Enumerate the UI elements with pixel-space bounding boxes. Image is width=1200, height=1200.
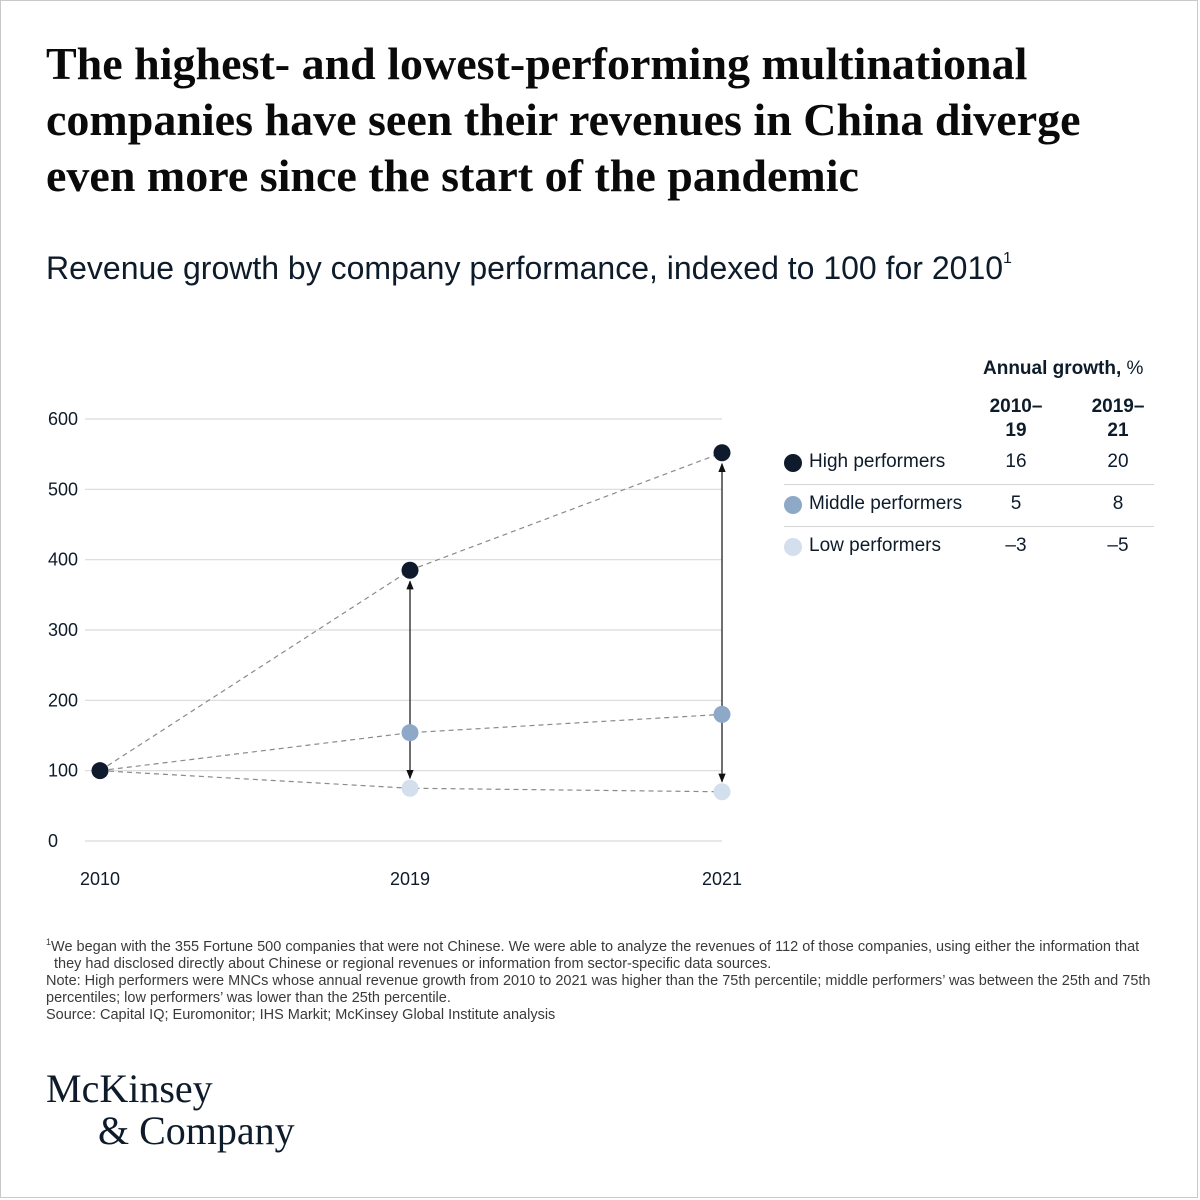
y-tick-label-100: 100	[48, 761, 78, 781]
legend-dot-high	[784, 454, 802, 472]
footnote-1-text: We began with the 355 Fortune 500 compan…	[51, 938, 1140, 972]
footnote-1-marker: 1	[46, 937, 52, 947]
legend-column-head-2-line1: 2019–	[1091, 396, 1145, 417]
chart-title: The highest- and lowest-performing multi…	[46, 38, 1081, 201]
y-tick-label-0: 0	[48, 831, 58, 851]
x-tick-label-2021: 2021	[702, 869, 742, 889]
legend-column-head-1-line1: 2010–	[989, 396, 1043, 417]
legend-header-label: Annual growth,	[983, 358, 1122, 379]
legend-dot-low	[784, 538, 802, 556]
y-tick-label-300: 300	[48, 620, 78, 640]
point-high-2019	[401, 561, 419, 579]
legend-label-low: Low performers	[809, 535, 941, 556]
subtitle-rest: indexed to 100 for 2010	[657, 250, 1004, 286]
footnote-note: Note: High performers were MNCs whose an…	[46, 972, 1151, 1006]
footnotes: 1We began with the 355 Fortune 500 compa…	[46, 934, 1166, 1024]
y-tick-label-600: 600	[48, 409, 78, 429]
legend-header: Annual growth, %	[983, 358, 1143, 380]
footnote-1: 1We began with the 355 Fortune 500 compa…	[46, 934, 1166, 973]
legend-column-head-1: 2010– 19	[971, 395, 1061, 443]
series-line-0	[99, 452, 723, 772]
legend-column-head-2: 2019– 21	[1073, 395, 1163, 443]
y-tick-label-200: 200	[48, 690, 78, 710]
subtitle-footnote-marker: 1	[1003, 250, 1012, 268]
legend-label-high: High performers	[809, 451, 946, 472]
legend-dot-middle	[784, 496, 802, 514]
legend-row-middle: Middle performers 5 8	[784, 485, 1154, 527]
legend-header-unit: %	[1126, 358, 1144, 379]
legend-row-high: High performers 16 20	[784, 443, 1154, 485]
point-low-2019	[401, 779, 419, 797]
series-line-1	[99, 713, 723, 772]
point-high-2021	[713, 444, 731, 462]
y-tick-label-400: 400	[48, 550, 78, 570]
legend-value-high-2019-21: 20	[1107, 451, 1129, 472]
point-low-2021	[713, 783, 731, 801]
legend-row-low: Low performers –3 –5	[784, 527, 1154, 569]
y-tick-label-500: 500	[48, 479, 78, 499]
legend-column-head-2-line2: 21	[1107, 420, 1129, 441]
legend-value-low-2019-21: –5	[1107, 535, 1129, 556]
chart-subtitle: Revenue growth by company performance, i…	[46, 250, 1166, 287]
point-middle-2019	[401, 724, 419, 742]
mckinsey-logo: McKinsey & Company	[46, 1068, 295, 1152]
x-tick-label-2019: 2019	[390, 869, 430, 889]
legend-value-middle-2019-21: 8	[1112, 493, 1124, 514]
point-middle-2021	[713, 705, 731, 723]
point-high-2010	[91, 762, 109, 780]
legend-value-low-2010-19: –3	[1005, 535, 1027, 556]
legend-label-middle: Middle performers	[809, 493, 963, 514]
legend-column-head-1-line2: 19	[1005, 420, 1027, 441]
logo-line-1: McKinsey	[46, 1066, 213, 1111]
logo-line-2: & Company	[98, 1108, 295, 1153]
footnote-source: Source: Capital IQ; Euromonitor; IHS Mar…	[46, 1006, 556, 1023]
legend-value-middle-2010-19: 5	[1010, 493, 1022, 514]
x-tick-label-2010: 2010	[80, 869, 120, 889]
legend-value-high-2010-19: 16	[1005, 451, 1027, 472]
subtitle-main: Revenue growth by company performance,	[46, 250, 658, 286]
